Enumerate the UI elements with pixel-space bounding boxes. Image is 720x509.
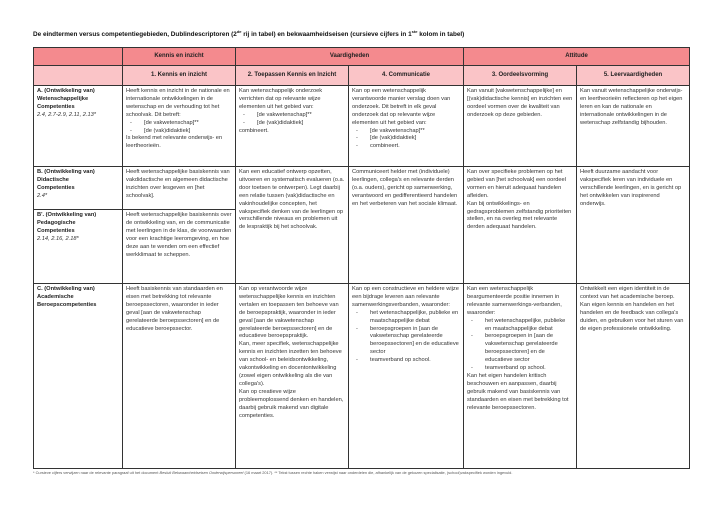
table-cell: Communiceert helder met (individuele) le… bbox=[347, 166, 465, 284]
table-cell: Kan een wetenschappelijk beargumenteerde… bbox=[463, 283, 578, 469]
bullet-item: het wetenschappelijke, publieke en maats… bbox=[352, 310, 460, 326]
cell-text: combineert. bbox=[239, 127, 269, 134]
cell-text: Kan op creatieve wijze probleemoplossend… bbox=[239, 388, 344, 419]
cell-text: Ontwikkelt een eigen identiteit in de co… bbox=[580, 286, 675, 300]
title-sup: ste bbox=[411, 29, 418, 34]
document-title: De eindtermen versus competentiegebieden… bbox=[33, 29, 464, 38]
table-row: C. (Ontwikkeling van) Academische Beroepsc… bbox=[33, 283, 691, 469]
cell-text: Kan op verantwoorde wijze wetenschappeli… bbox=[239, 286, 339, 340]
cell-text: Kan over specifieke problemen op het geb… bbox=[467, 169, 566, 199]
row-codes: 2.14, 2.16, 2.18* bbox=[37, 235, 79, 242]
cell-text: Heeft wetenschappelijke basiskennis over… bbox=[126, 212, 232, 258]
cell-text: Kan eigen kennis en handelen en het hand… bbox=[580, 301, 684, 332]
cell-text: Heeft basiskennis van standaarden en eis… bbox=[126, 286, 223, 332]
bullet-item: beroepsgroepen in [aan de vakwetenschap … bbox=[467, 333, 573, 365]
header-column-row: 1. Kennis en inzicht 2. Toepassen Kennis… bbox=[33, 65, 691, 86]
cell-text: Kan het eigen handelen kritisch beschouw… bbox=[467, 372, 569, 411]
row-label: Competenties bbox=[37, 103, 75, 110]
table-cell: Kan op een wetenschappelijk verantwoorde… bbox=[347, 85, 465, 167]
row-label: B. (Ontwikkeling van) bbox=[37, 169, 95, 175]
row-label: Beroepscompetenties bbox=[37, 301, 97, 308]
table-cell: Kan vanuit wetenschappelijke onderwijs- … bbox=[576, 85, 691, 167]
cell-text: Kan wetenschappelijk onderzoek verrichte… bbox=[239, 88, 323, 110]
table-cell: Heeft duurzame aandacht voor vakspecifie… bbox=[576, 166, 691, 284]
cell-text: Communiceert helder met (individuele) le… bbox=[352, 169, 458, 207]
footnote-text: * Cursieve cijfers verwijzen naar de rel… bbox=[33, 470, 160, 475]
competence-table: Kennis en inzicht Vaardigheden Attitude … bbox=[33, 47, 691, 469]
bullet-item: [de (vak)didaktiek] bbox=[239, 120, 345, 128]
header-col-4: 4. Communicatie bbox=[347, 65, 465, 86]
bullet-item: beroepsgroepen in [aan de vakwetenschap … bbox=[352, 326, 460, 358]
header-col-3: 3. Oordeelsvorming bbox=[463, 65, 578, 86]
table-row: B'. (Ontwikkeling van) Pedagogische Compet… bbox=[33, 209, 690, 284]
bullet-item: het wetenschappelijke, publieke en maats… bbox=[467, 318, 573, 334]
bullet-item: [de vakwetenschap]** bbox=[126, 120, 232, 128]
row-label: A. (Ontwikkeling van) bbox=[37, 88, 95, 94]
cell-text: Kan een wetenschappelijk beargumenteerde… bbox=[467, 286, 562, 316]
header-group-row: Kennis en inzicht Vaardigheden Attitude bbox=[33, 47, 691, 66]
table-cell: Kan wetenschappelijk onderzoek verrichte… bbox=[235, 85, 349, 167]
row-codes: 2.4, 2.7-2.9, 2.11, 2.13* bbox=[37, 111, 97, 118]
row-codes: 2.4* bbox=[37, 192, 48, 199]
footnote-text: (16 maart 2017). ** Tekst tussen rechte … bbox=[243, 470, 513, 475]
row-label: B'. (Ontwikkeling van) bbox=[37, 212, 97, 218]
cell-text: Heeft duurzame aandacht voor vakspecifie… bbox=[580, 169, 682, 207]
header-group-vaardigheden: Vaardigheden bbox=[234, 47, 465, 66]
cell-text: Kan op een wetenschappelijk verantwoorde… bbox=[352, 88, 451, 126]
header-group-attitude: Attitude bbox=[463, 47, 691, 66]
row-label: Academische bbox=[37, 293, 74, 300]
bullet-item: [de vakwetenschap]** bbox=[239, 112, 345, 120]
table-cell: Kan over specifieke problemen op het geb… bbox=[463, 166, 578, 284]
row-label: Competenties bbox=[37, 184, 75, 191]
header-col-empty bbox=[33, 65, 123, 86]
bullet-item: combineert. bbox=[352, 143, 460, 151]
row-label: Didactische bbox=[37, 176, 69, 183]
table-cell: Kan een educatief ontwerp opzetten, uitv… bbox=[235, 166, 349, 284]
bullet-item: [de (vak)didaktiek] bbox=[352, 135, 460, 143]
header-col-2: 2. Toepassen Kennis en Inzicht bbox=[235, 65, 349, 86]
table-cell: Heeft basiskennis van standaarden en eis… bbox=[122, 283, 236, 469]
cell-text: Kan, meer specifiek, wetenschappelijke k… bbox=[239, 341, 342, 387]
table-cell: Kan op een constructieve en heldere wijz… bbox=[347, 283, 465, 469]
table-cell: Heeft wetenschappelijke basiskennis van … bbox=[122, 166, 236, 210]
table-cell: Heeft wetenschappelijke basiskennis over… bbox=[122, 209, 236, 284]
cell-text: Kan bij ontwikkelings- en gedragsproblem… bbox=[467, 200, 572, 231]
footnote-doc-title: Besluit Bekwaamheidseisen Onderwijsperso… bbox=[159, 470, 244, 475]
title-text: rij in tabel) en bekwaamheidseisen (curs… bbox=[241, 31, 412, 39]
header-col-5: 5. Leervaardigheden bbox=[576, 65, 691, 86]
footnote: * Cursieve cijfers verwijzen naar de rel… bbox=[33, 470, 512, 475]
bullet-item: teamverband op school. bbox=[467, 365, 573, 373]
table-cell: Kan vanuit [vakwetenschappelijke] en [(v… bbox=[463, 85, 578, 167]
table-row: B. (Ontwikkeling van) Didactische Competen… bbox=[33, 166, 691, 284]
cell-text: Kan op een constructieve en heldere wijz… bbox=[352, 286, 459, 308]
bullet-item: [de (vak)didaktiek] bbox=[126, 128, 232, 136]
header-group-empty bbox=[33, 47, 123, 66]
title-sup: de bbox=[236, 29, 242, 34]
header-group-kennis: Kennis en inzicht bbox=[122, 47, 236, 66]
row-label-cell: A. (Ontwikkeling van) Wetenschappelijke Co… bbox=[33, 85, 123, 167]
cell-text: Kan vanuit wetenschappelijke onderwijs- … bbox=[580, 88, 683, 126]
table-cell: Heeft kennis en inzicht in de nationale … bbox=[122, 85, 236, 167]
title-text: kolom in tabel) bbox=[417, 31, 465, 39]
cell-text: Heeft wetenschappelijke basiskennis van … bbox=[126, 169, 230, 199]
cell-text: Is bekend met relevante onderwijs- en le… bbox=[126, 135, 223, 150]
row-label: Wetenschappelijke bbox=[37, 95, 89, 102]
header-col-1: 1. Kennis en inzicht bbox=[122, 65, 236, 86]
row-label-cell: C. (Ontwikkeling van) Academische Beroepsc… bbox=[33, 283, 123, 469]
cell-text: Heeft kennis en inzicht in de nationale … bbox=[126, 88, 230, 118]
table-cell: Kan op verantwoorde wijze wetenschappeli… bbox=[235, 283, 349, 469]
row-label: Pedagogische bbox=[37, 219, 76, 226]
title-text: De eindtermen versus competentiegebieden… bbox=[33, 31, 237, 39]
table-row: A. (Ontwikkeling van) Wetenschappelijke Co… bbox=[33, 85, 691, 167]
bullet-item: teamverband op school. bbox=[352, 357, 460, 365]
row-label: Competenties bbox=[37, 227, 75, 234]
bullet-item: [de vakwetenschap]** bbox=[352, 128, 460, 136]
cell-text: Kan vanuit [vakwetenschappelijke] en [(v… bbox=[467, 88, 573, 118]
table-cell: Ontwikkelt een eigen identiteit in de co… bbox=[576, 283, 691, 469]
row-label-cell: B'. (Ontwikkeling van) Pedagogische Compet… bbox=[33, 209, 123, 284]
row-label-cell: B. (Ontwikkeling van) Didactische Competen… bbox=[33, 166, 123, 210]
row-label: C. (Ontwikkeling van) bbox=[37, 286, 95, 292]
cell-text: Kan een educatief ontwerp opzetten, uitv… bbox=[239, 169, 345, 231]
